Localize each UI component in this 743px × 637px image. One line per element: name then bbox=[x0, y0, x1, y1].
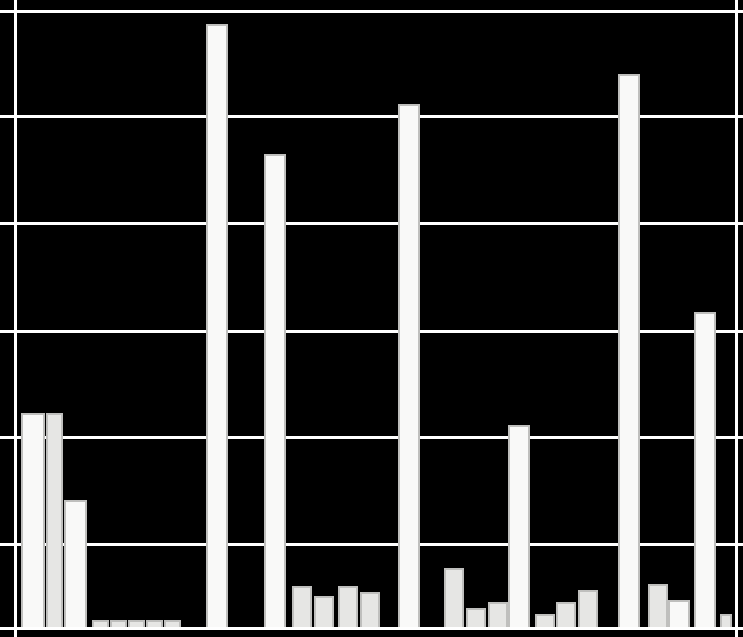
bar bbox=[64, 500, 87, 627]
bar bbox=[314, 596, 334, 627]
bar bbox=[466, 608, 486, 627]
bar bbox=[488, 602, 508, 627]
bar bbox=[535, 614, 555, 627]
bar bbox=[46, 413, 63, 627]
y-axis-left bbox=[14, 0, 17, 637]
bar bbox=[694, 312, 716, 627]
bar bbox=[338, 586, 358, 627]
bar bbox=[398, 104, 420, 627]
bar bbox=[264, 154, 286, 627]
chart-stage bbox=[0, 0, 743, 637]
bar bbox=[92, 620, 109, 627]
bar bbox=[110, 620, 127, 627]
bar bbox=[648, 584, 668, 627]
bar bbox=[578, 590, 598, 627]
bar bbox=[146, 620, 163, 627]
bar bbox=[292, 586, 312, 627]
bar bbox=[206, 24, 228, 627]
x-axis bbox=[0, 627, 743, 630]
bar bbox=[618, 74, 640, 627]
bar bbox=[508, 425, 530, 627]
bar bbox=[164, 620, 181, 627]
gridline bbox=[0, 10, 743, 13]
bar bbox=[556, 602, 576, 627]
bar bbox=[360, 592, 380, 627]
bar bbox=[128, 620, 145, 627]
y-axis-right bbox=[735, 0, 738, 637]
bar bbox=[444, 568, 464, 627]
bar bbox=[668, 600, 690, 627]
bar bbox=[21, 413, 45, 627]
bar bbox=[720, 614, 732, 627]
